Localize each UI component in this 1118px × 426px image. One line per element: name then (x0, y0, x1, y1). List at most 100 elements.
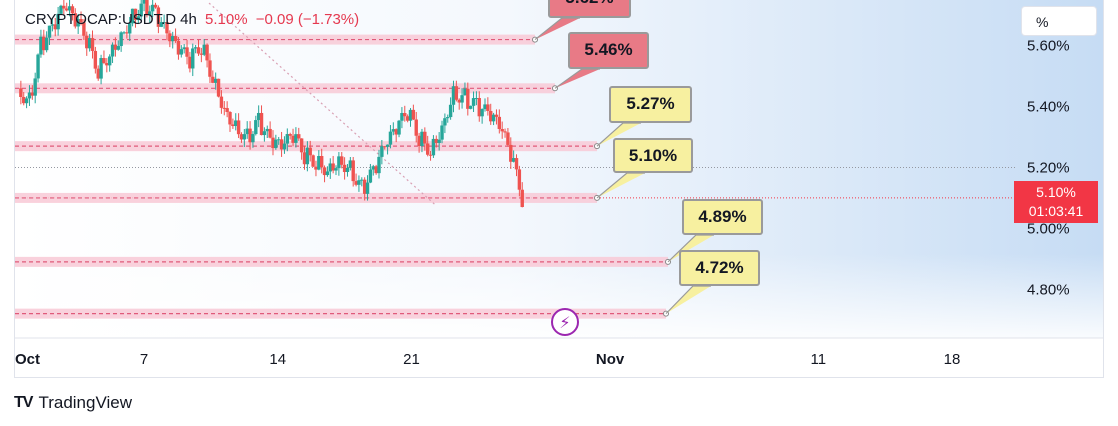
candle-body (59, 5, 63, 14)
candle-body (62, 5, 66, 9)
candle-body (199, 53, 204, 55)
candle-body (19, 88, 23, 97)
candle-body (73, 13, 77, 27)
candle-body (87, 38, 92, 49)
candle-body (90, 38, 95, 51)
candle-body (308, 147, 312, 156)
candle-body (417, 135, 421, 147)
candle-body (42, 36, 46, 51)
candle-body (477, 98, 481, 117)
candle-body (520, 189, 524, 208)
candle-body (443, 118, 447, 126)
candle-body (408, 109, 413, 121)
candle-body (423, 131, 427, 144)
candle-body (65, 8, 69, 11)
candle-body (179, 49, 184, 55)
candle-body (150, 4, 155, 12)
candle-body (385, 144, 390, 147)
candle-body (489, 110, 493, 122)
candle-body (319, 156, 324, 168)
candle-body (282, 143, 287, 150)
candle-body (342, 164, 347, 173)
candle-body (325, 171, 330, 176)
candle-body (411, 109, 416, 120)
y-tick-label: 5.40% (1027, 99, 1070, 116)
candle-body (39, 36, 43, 55)
candle-body (437, 139, 441, 143)
level-callout-4.72%[interactable]: 4.72% (679, 250, 760, 286)
candle-body (242, 134, 247, 140)
candle-body (337, 156, 341, 169)
candle-body (102, 58, 106, 63)
y-tick-label: 5.60% (1027, 38, 1070, 55)
candle-body (85, 35, 89, 49)
candle-body (56, 13, 60, 30)
candle-body (96, 68, 100, 79)
symbol-name[interactable]: CRYPTOCAP:USDT.D (25, 11, 177, 28)
chart-canvas[interactable]: 5.60% 5.40% 5.20% 5.00% 4.80% Oct 7 14 21 Nov 11 18… (15, 0, 1104, 378)
candle-body (82, 22, 86, 36)
level-callout-5.10%[interactable]: 5.10% (613, 138, 693, 173)
candle-body (360, 179, 364, 181)
x-tick-label: 11 (811, 351, 827, 368)
candle-body (440, 125, 444, 140)
candle-body (403, 113, 407, 117)
candle-body (265, 128, 269, 132)
candle-body (314, 166, 318, 170)
candle-body (30, 92, 35, 96)
candle-body (428, 154, 433, 156)
candle-body (340, 156, 344, 165)
candle-body (468, 105, 473, 109)
candle-body (431, 138, 436, 156)
callout-pointer (665, 285, 711, 315)
candle-body (494, 114, 499, 117)
candle-body (211, 76, 215, 83)
event-marker-icon (551, 308, 579, 336)
candle-body (228, 112, 232, 125)
callout-pointer (554, 68, 600, 89)
candle-body (159, 22, 163, 27)
x-tick-label: 18 (944, 351, 961, 368)
candle-body (474, 98, 479, 100)
candle-body (317, 156, 321, 170)
candle-body (93, 50, 98, 69)
callout-pointer (596, 122, 641, 147)
candle-body (460, 95, 464, 103)
level-callout-5.62%[interactable]: 5.62% (548, 0, 631, 18)
candle-body (133, 8, 138, 21)
candle-body (334, 168, 338, 171)
candle-body (446, 117, 450, 119)
candle-body (53, 24, 57, 30)
level-band-4.89% (15, 256, 668, 267)
candle-body (365, 182, 370, 194)
candle-body (148, 11, 152, 16)
level-callout-5.27%[interactable]: 5.27% (609, 86, 692, 123)
candle-body (245, 128, 249, 135)
candle-body (311, 155, 315, 167)
candle-body (517, 169, 522, 190)
candle-body (202, 44, 206, 55)
y-tick-label: 4.80% (1027, 281, 1070, 298)
candle-body (67, 6, 72, 11)
candle-body (168, 33, 172, 42)
interval-label[interactable]: 4h (180, 11, 197, 28)
candle-body (188, 56, 192, 69)
level-callout-5.46%[interactable]: 5.46% (568, 32, 649, 69)
candle-body (480, 109, 484, 117)
candle-body (22, 96, 26, 104)
y-tick-label: 5.20% (1027, 159, 1070, 176)
brand-label: TradingView (38, 393, 133, 412)
candle-body (294, 134, 298, 143)
candle-body (234, 120, 238, 127)
unit-toggle-button[interactable]: % (1021, 6, 1097, 36)
callout-pointer (534, 17, 580, 41)
tradingview-brand[interactable]: TV TradingView (14, 393, 132, 413)
candle-body (236, 120, 241, 135)
last-price-value: 5.10% (1036, 184, 1076, 200)
level-callout-4.89%[interactable]: 4.89% (682, 199, 763, 235)
candle-body (345, 167, 350, 173)
candle-body (33, 78, 37, 96)
candle-body (176, 40, 181, 55)
candle-body (414, 119, 418, 136)
chart-panel[interactable]: 5.60% 5.40% 5.20% 5.00% 4.80% Oct 7 14 21 Nov 11 18… (14, 0, 1104, 378)
